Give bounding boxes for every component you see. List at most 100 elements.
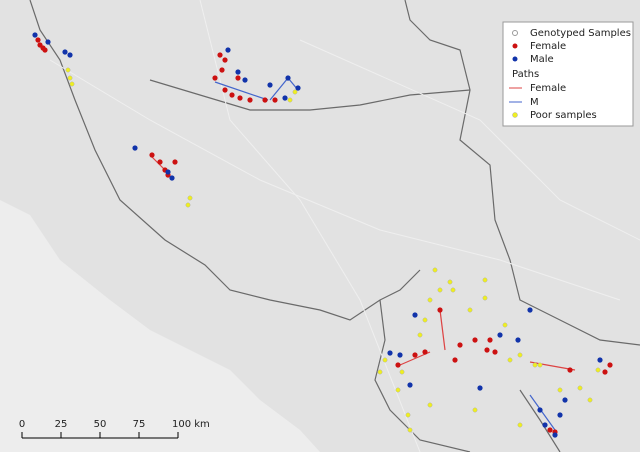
legend-symbol [512,30,518,36]
poor-sample [185,202,191,208]
male-sample [515,337,521,343]
border [374,299,471,452]
poor-sample [467,307,473,313]
poor-sample [482,277,488,283]
poor-sample [405,412,411,418]
poor-sample [417,332,423,338]
female-sample [149,152,155,158]
male-sample [497,332,503,338]
male-sample [45,39,51,45]
poor-sample [287,97,293,103]
male-sample [552,432,558,438]
poor-sample [447,279,453,285]
male-sample [225,47,231,53]
legend: Genotyped Samples Female Male Paths Fema… [502,21,634,127]
poor-sample [399,369,405,375]
female-sample [395,362,401,368]
female-sample [412,352,418,358]
legend-label: Paths [512,69,539,80]
female-sample [217,52,223,58]
poor-sample [422,317,428,323]
road [299,39,640,241]
male-sample [67,52,73,58]
poor-sample [587,397,593,403]
poor-sample [595,367,601,373]
sea [0,200,320,452]
female-sample [457,342,463,348]
male-sample [242,77,248,83]
male-sample [285,75,291,81]
female-sample [437,307,443,313]
female-sample [422,349,428,355]
border [519,389,561,452]
scale-label: 0 [19,419,25,430]
poor-sample [382,357,388,363]
path-line [439,309,446,351]
legend-symbol [512,112,518,118]
female-sample [35,37,41,43]
legend-label: Male [530,54,554,65]
roads [49,0,640,452]
path-line [214,81,269,101]
path-line [529,394,556,431]
poor-sample [69,81,75,87]
female-sample [547,427,553,433]
scale-label: 75 [133,419,146,430]
poor-sample [187,195,193,201]
male-sample [165,169,171,175]
female-sample [452,357,458,363]
poor-sample [502,322,508,328]
scale-label: 100 km [172,419,210,430]
poor-sample [537,362,543,368]
female-sample [484,347,490,353]
male-sample [295,85,301,91]
female-sample [262,97,268,103]
female-sample [607,362,613,368]
female-sample [212,75,218,81]
borders [29,0,640,452]
poor-sample [427,297,433,303]
male-sample [169,175,175,181]
legend-label: Genotyped Samples [530,28,631,39]
poor-sample [67,75,73,81]
female-sample [222,57,228,63]
poor-sample [407,427,413,433]
female-sample [492,349,498,355]
female-sample [229,92,235,98]
legend-label: Poor samples [530,110,597,121]
poor-sample [472,407,478,413]
poor-sample [65,67,71,73]
male-sample [597,357,603,363]
female-sample [42,47,48,53]
scale-label: 25 [55,419,68,430]
male-sample [477,385,483,391]
male-sample [537,407,543,413]
male-sample [542,422,548,428]
poor-sample [532,362,538,368]
poor-sample [517,352,523,358]
scale-bar: 0 25 50 75 100 km [19,419,210,439]
female-sample [219,67,225,73]
poor-sample [507,357,513,363]
poor-sample [577,385,583,391]
scale-label: 50 [94,419,107,430]
female-sample [222,87,228,93]
female-sample [157,159,163,165]
border [29,0,421,321]
male-sample [32,32,38,38]
male-sample [387,350,393,356]
poor-sample [432,267,438,273]
poor-sample [517,422,523,428]
female-sample [272,97,278,103]
border [149,79,471,111]
poor-sample [482,295,488,301]
male-sample [235,69,241,75]
samples [32,32,613,438]
male-sample [527,307,533,313]
legend-label: M [530,97,539,108]
female-sample [472,337,478,343]
male-sample [282,95,288,101]
poor-sample [557,387,563,393]
female-sample [487,337,493,343]
